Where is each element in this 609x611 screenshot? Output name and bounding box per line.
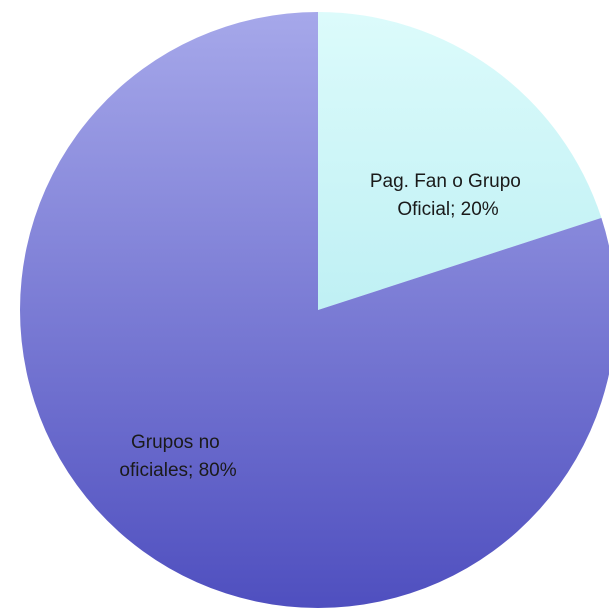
slice-label-oficial-line-1: Pag. Fan o Grupo [370, 171, 521, 192]
slice-label-no-oficiales: Grupos no oficiales; 80% [119, 432, 236, 481]
slice-label-no-oficiales-line-2: oficiales; 80% [119, 460, 236, 481]
pie-slice-0 [318, 12, 602, 310]
pie-slice-1 [20, 12, 609, 608]
slice-label-oficial-line-2: Oficial; 20% [397, 199, 498, 220]
slice-label-oficial: Pag. Fan o Grupo Oficial; 20% [370, 171, 526, 220]
pie-slices [20, 12, 609, 608]
slice-label-no-oficiales-line-1: Grupos no [131, 432, 220, 453]
